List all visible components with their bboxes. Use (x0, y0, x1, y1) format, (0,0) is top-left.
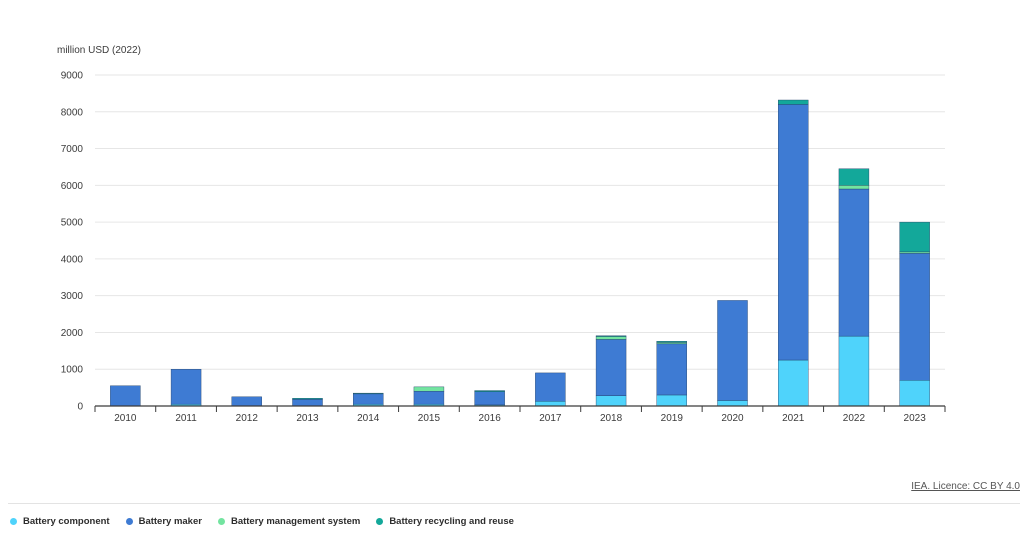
legend-label: Battery component (23, 516, 110, 527)
x-tick-label: 2015 (418, 413, 441, 424)
bar-segment-2019-battery-maker[interactable] (656, 343, 687, 396)
bar-segment-2021-battery-maker[interactable] (778, 104, 809, 361)
y-tick-label: 8000 (61, 107, 84, 118)
bar-segment-2023-battery-component[interactable] (899, 380, 930, 407)
bar-segment-2011-battery-maker[interactable] (170, 369, 202, 405)
bar-segment-2021-battery-recycling-and-reuse[interactable] (778, 99, 809, 105)
bar-segment-2021-battery-component[interactable] (778, 359, 809, 407)
bar-segment-2022-battery-component[interactable] (838, 335, 870, 407)
bar-segment-2013-battery-recycling-and-reuse[interactable] (292, 398, 323, 400)
x-tick-label: 2012 (236, 413, 259, 424)
licence-link[interactable]: IEA. Licence: CC BY 4.0 (911, 481, 1020, 492)
y-axis: 0 1000 2000 3000 4000 5000 6000 7000 8000 9000 (61, 71, 84, 413)
legend-item-battery-recycling-and-reuse[interactable]: Battery recycling and reuse (376, 516, 514, 527)
legend-dot-icon (125, 518, 133, 525)
bar-segment-2016-battery-recycling-and-reuse[interactable] (474, 390, 505, 392)
bar-segment-2018-battery-component[interactable] (595, 395, 627, 407)
bar-segment-2015-battery-management-system[interactable] (413, 386, 445, 392)
x-tick-label: 2010 (114, 413, 137, 424)
x-tick-label: 2023 (904, 413, 927, 424)
legend-item-battery-management-system[interactable]: Battery management system (217, 516, 361, 527)
bar-segment-2012-battery-maker[interactable] (231, 396, 262, 407)
x-axis: 2010 2011 2012 2013 2014 2015 2016 2017 2018 2019… (94, 405, 946, 424)
legend-dot-icon (376, 518, 384, 525)
bar-segment-2018-battery-management-system[interactable] (595, 336, 627, 340)
stacked-bar-chart: million USD (2022) 0 1000 2000 3000 4000 5000… (57, 45, 946, 424)
bar-segment-2019-battery-management-system[interactable] (656, 342, 687, 345)
x-tick-label: 2016 (479, 413, 502, 424)
bar-segment-2022-battery-recycling-and-reuse[interactable] (838, 168, 870, 186)
x-tick-label: 2014 (357, 413, 380, 424)
bar-segment-2014-battery-recycling-and-reuse[interactable] (353, 392, 384, 395)
legend-item-battery-maker[interactable]: Battery maker (125, 516, 202, 527)
bar-segment-2018-battery-recycling-and-reuse[interactable] (595, 335, 627, 337)
bar-segment-2020-battery-component[interactable] (717, 400, 748, 407)
bar-segment-2014-battery-maker[interactable] (353, 393, 384, 405)
bar-segment-2022-battery-maker[interactable] (838, 188, 870, 337)
bar-segment-2020-battery-maker[interactable] (717, 300, 748, 401)
bar-segment-2023-battery-management-system[interactable] (899, 251, 930, 254)
x-tick-label: 2018 (600, 413, 623, 424)
x-tick-label: 2017 (539, 413, 562, 424)
legend-label: Battery recycling and reuse (389, 516, 514, 527)
y-tick-label: 7000 (61, 144, 84, 155)
bar-segment-2010-battery-maker[interactable] (110, 385, 141, 407)
x-tick-label: 2021 (782, 413, 805, 424)
bar-segment-2019-battery-component[interactable] (656, 394, 687, 407)
x-tick-label: 2011 (175, 413, 197, 424)
x-tick-label: 2013 (296, 413, 319, 424)
gridlines (95, 74, 945, 370)
x-tick-label: 2022 (843, 413, 866, 424)
bar-segment-2019-battery-recycling-and-reuse[interactable] (656, 341, 687, 343)
bar-segment-2023-battery-recycling-and-reuse[interactable] (899, 221, 930, 253)
legend-dot-icon (217, 518, 225, 525)
y-axis-title: million USD (2022) (57, 45, 141, 56)
y-tick-label: 1000 (61, 365, 84, 376)
legend-divider (8, 503, 1020, 504)
bar-segment-2023-battery-maker[interactable] (899, 253, 930, 381)
bar-segment-2013-battery-maker[interactable] (292, 399, 323, 407)
bars (110, 99, 930, 407)
legend-label: Battery maker (138, 516, 202, 527)
y-tick-label: 0 (77, 402, 83, 413)
legend: Battery component Battery maker Battery ma… (10, 516, 514, 527)
legend-dot-icon (10, 518, 17, 525)
bar-segment-2022-battery-management-system[interactable] (838, 185, 870, 190)
x-tick-label: 2019 (661, 413, 684, 424)
y-tick-label: 9000 (61, 71, 84, 82)
y-tick-label: 2000 (61, 328, 84, 339)
y-tick-label: 5000 (61, 218, 84, 229)
bar-segment-2017-battery-maker[interactable] (535, 372, 566, 402)
x-tick-label: 2020 (721, 413, 744, 424)
y-tick-label: 4000 (61, 254, 84, 265)
bar-segment-2015-battery-maker[interactable] (413, 391, 445, 405)
y-tick-label: 3000 (61, 291, 84, 302)
legend-label: Battery management system (230, 516, 361, 527)
bar-segment-2018-battery-maker[interactable] (595, 339, 627, 396)
y-tick-label: 6000 (61, 181, 84, 192)
bar-segment-2017-battery-component[interactable] (535, 401, 566, 407)
legend-item-battery-component[interactable]: Battery component (10, 516, 110, 527)
bar-segment-2016-battery-maker[interactable] (474, 391, 505, 406)
